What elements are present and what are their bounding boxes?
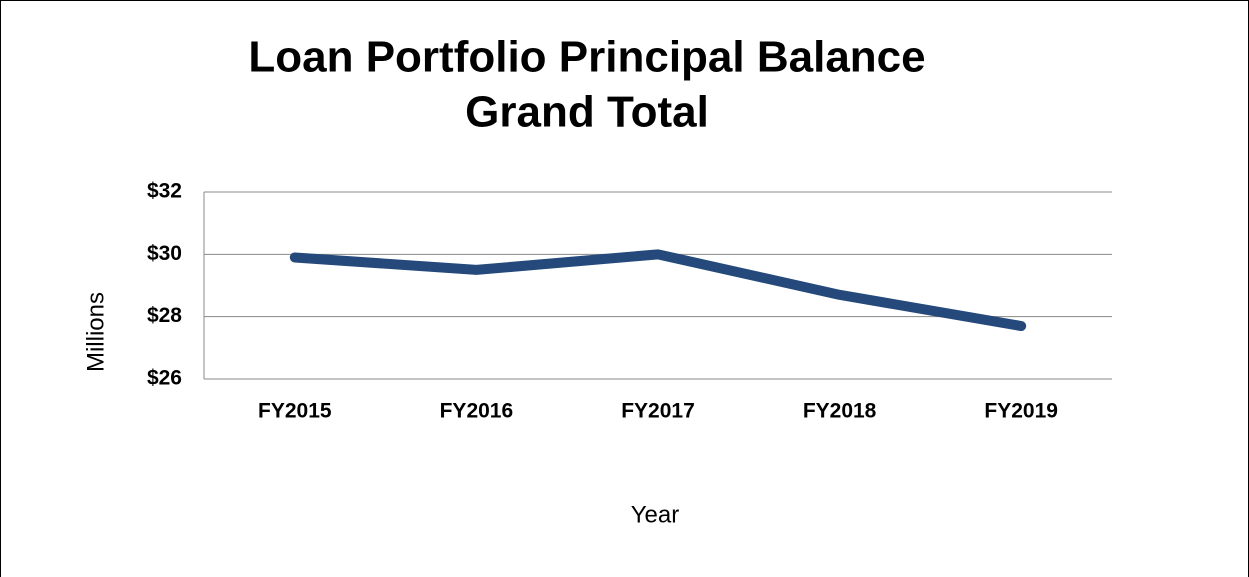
y-tick-label: $26	[147, 367, 182, 390]
x-tick-label: FY2016	[440, 400, 514, 423]
y-tick-label: $32	[147, 180, 182, 203]
x-tick-label: FY2018	[803, 400, 877, 423]
y-tick-label: $30	[147, 242, 182, 265]
x-tick-label: FY2015	[258, 400, 332, 423]
y-axis-title: Millions	[82, 292, 109, 372]
x-axis-title: Year	[631, 501, 680, 528]
chart-title: Grand Total	[465, 88, 709, 137]
x-tick-label: FY2017	[621, 400, 695, 423]
data-line	[289, 249, 1027, 332]
y-tick-label: $28	[147, 304, 182, 327]
chart-title: Loan Portfolio Principal Balance	[248, 33, 925, 82]
x-tick-label: FY2019	[984, 400, 1058, 423]
